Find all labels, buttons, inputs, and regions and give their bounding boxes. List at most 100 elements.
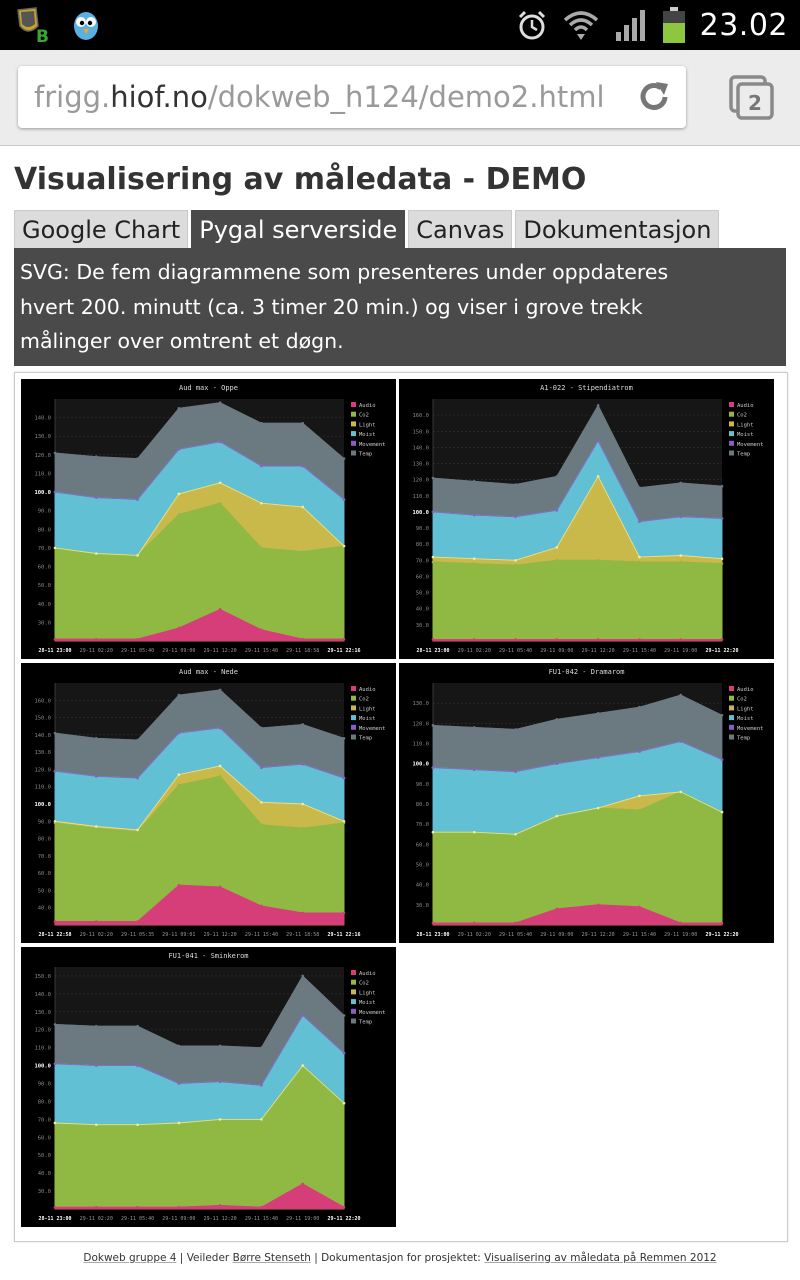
- data-point-light: [53, 546, 57, 550]
- legend-label-audio: Audio: [737, 687, 754, 693]
- footer-advisor-label: Veileder: [186, 1252, 230, 1264]
- data-point-audio: [301, 637, 305, 641]
- tab-canvas[interactable]: Canvas: [408, 210, 513, 248]
- url-text[interactable]: frigg.hiof.no/dokweb_h124/demo2.html: [34, 80, 605, 114]
- x-tick-label: 29-11 18:58: [286, 932, 319, 938]
- legend-label-temp: Temp: [737, 736, 750, 742]
- data-point-audio: [342, 637, 346, 641]
- footer: Dokweb gruppe 4 | Veileder Børre Stenset…: [83, 1252, 717, 1264]
- x-tick-label: 29-11 12:20: [204, 1216, 237, 1222]
- legend-swatch-audio: [729, 686, 734, 691]
- x-tick-label: 29-11 19:00: [286, 1216, 319, 1222]
- y-tick-label: 30.0: [38, 620, 51, 626]
- data-point-temp: [431, 476, 435, 480]
- y-tick-label: 50.0: [38, 583, 51, 589]
- series-area-co2: [432, 559, 723, 642]
- data-point-audio: [53, 637, 57, 641]
- x-tick-label: 29-11 05:40: [121, 1216, 154, 1222]
- x-tick-label: 29-11 19:00: [664, 648, 697, 654]
- series-line-temp: [432, 404, 723, 489]
- x-tick-label: 29-11 05:35: [121, 932, 154, 938]
- series-line-co2: [432, 559, 723, 566]
- data-point-light: [53, 1121, 57, 1125]
- legend-label-audio: Audio: [359, 971, 376, 977]
- data-point-co2: [431, 560, 435, 564]
- y-tick-label: 140.0: [34, 416, 51, 422]
- info-line: SVG: De fem diagrammene som presenteres …: [20, 260, 669, 284]
- data-point-light: [136, 828, 139, 832]
- data-point-co2: [679, 560, 683, 564]
- footer-doc-link[interactable]: Visualisering av måledata på Remmen 2012: [484, 1252, 717, 1264]
- x-tick-label: 29-11 15:40: [245, 932, 278, 938]
- data-point-temp: [720, 713, 724, 717]
- y-tick-label: 70.0: [416, 822, 429, 828]
- y-tick-label: 90.0: [416, 526, 429, 532]
- data-point-light: [260, 501, 263, 505]
- data-point-audio: [53, 1205, 57, 1209]
- series-line-light: [433, 791, 723, 835]
- legend-label-movement: Movement: [359, 1010, 386, 1016]
- series-line-light: [54, 1064, 345, 1126]
- data-point-movement: [638, 520, 641, 523]
- data-point-light: [342, 819, 346, 823]
- y-tick-label: 110.0: [34, 785, 51, 791]
- data-point-light: [218, 764, 222, 768]
- y-tick-label: 150.0: [412, 429, 429, 435]
- x-tick-label: 29-11 09:00: [540, 648, 573, 654]
- data-point-movement: [94, 1064, 98, 1067]
- data-point-temp: [431, 724, 435, 727]
- chart-fu1-041-sminkerom: FU1-041 - Sminkerom 30.0 40.0 50.0 60.0 70.0 8…: [21, 947, 396, 1227]
- x-tick-label: 29-11 02:20: [458, 932, 491, 938]
- reload-icon[interactable]: [636, 79, 672, 115]
- y-tick-label: 150.0: [34, 974, 51, 980]
- tab-google-chart[interactable]: Google Chart: [14, 210, 189, 248]
- data-point-temp: [342, 1014, 346, 1017]
- data-point-audio: [679, 638, 683, 641]
- tab-dokumentasjon[interactable]: Dokumentasjon: [515, 210, 720, 248]
- y-tick-label: 120.0: [34, 1028, 51, 1034]
- data-point-audio: [218, 608, 222, 611]
- legend-label-light: Light: [359, 422, 376, 428]
- footer-advisor-link[interactable]: Børre Stenseth: [232, 1252, 311, 1264]
- data-point-temp: [342, 737, 346, 740]
- legend-label-temp: Temp: [359, 452, 372, 458]
- y-tick-label: 80.0: [416, 802, 429, 808]
- data-point-light: [514, 832, 517, 836]
- data-point-temp: [218, 688, 222, 692]
- y-tick-label: 60.0: [38, 871, 51, 877]
- y-tick-label: 120.0: [34, 453, 51, 459]
- data-point-light: [94, 1123, 98, 1127]
- x-tick-label: 29-11 12:20: [204, 648, 237, 654]
- series-line-movement: [432, 741, 723, 773]
- y-tick-label: 130.0: [412, 701, 429, 707]
- address-bar[interactable]: frigg.hiof.no/dokweb_h124/demo2.html: [18, 66, 686, 128]
- y-tick-label: 30.0: [416, 623, 429, 629]
- legend-swatch-co2: [351, 411, 356, 417]
- tabs-switcher-icon[interactable]: 2: [728, 74, 776, 122]
- tab-pygal-serverside[interactable]: Pygal serverside: [191, 210, 406, 248]
- y-tick-label: 80.0: [38, 1099, 51, 1105]
- data-point-light: [177, 1121, 181, 1125]
- legend-swatch-temp: [351, 450, 356, 456]
- y-tick-label: 130.0: [34, 434, 51, 440]
- series-line-light: [54, 482, 345, 556]
- data-point-audio: [555, 907, 559, 911]
- data-point-audio: [218, 885, 222, 889]
- data-point-light: [638, 555, 641, 559]
- data-point-movement: [596, 439, 600, 443]
- y-tick-label: 30.0: [416, 903, 429, 909]
- series-line-light: [54, 765, 345, 831]
- browser-toolbar: frigg.hiof.no/dokweb_h124/demo2.html 2: [0, 50, 800, 146]
- data-point-movement: [638, 750, 641, 753]
- data-point-temp: [342, 457, 346, 460]
- data-point-movement: [177, 447, 181, 451]
- vb-app-icon[interactable]: B: [14, 6, 54, 44]
- data-point-audio: [720, 638, 724, 641]
- x-tick-label: 29-11 22:16: [327, 648, 360, 654]
- data-point-light: [555, 546, 559, 549]
- footer-group-link[interactable]: Dokweb gruppe 4: [83, 1252, 177, 1264]
- legend-swatch-moist: [729, 715, 734, 721]
- legend-label-audio: Audio: [737, 403, 754, 409]
- bird-app-icon[interactable]: [70, 6, 102, 44]
- x-tick-label: 29-11 22:20: [705, 648, 738, 654]
